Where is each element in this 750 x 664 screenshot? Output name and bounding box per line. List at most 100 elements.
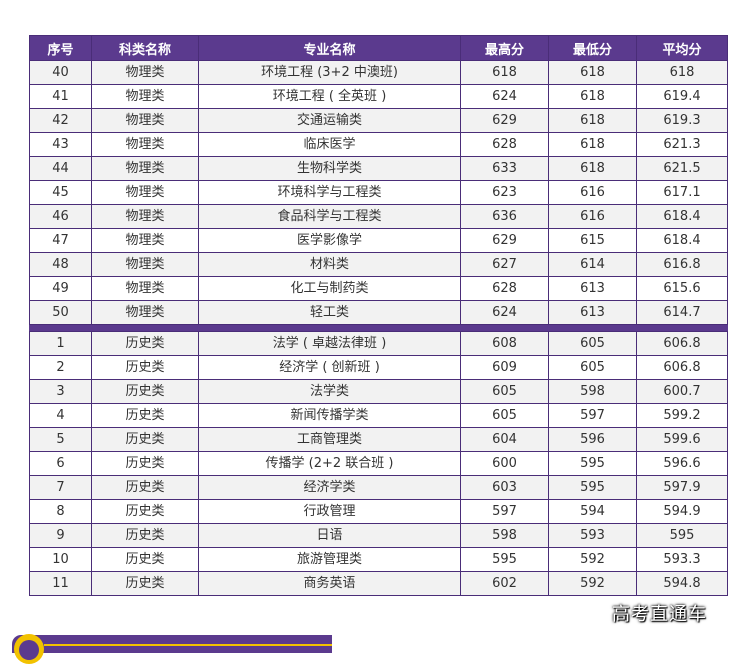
cell-index: 49 [29, 276, 92, 301]
cell-major: 法学 ( 卓越法律班 ) [198, 331, 461, 356]
cell-index: 42 [29, 108, 92, 133]
cell-max-score: 598 [460, 523, 549, 548]
table-row: 40 物理类 环境工程 (3+2 中澳班) 618 618 618 [29, 60, 728, 85]
cell-max-score: 628 [460, 132, 549, 157]
cell-index: 5 [29, 427, 92, 452]
cell-major: 环境工程 (3+2 中澳班) [198, 60, 461, 85]
cell-index: 10 [29, 547, 92, 572]
cell-avg-score: 595 [636, 523, 728, 548]
cell-major: 传播学 (2+2 联合班 ) [198, 451, 461, 476]
cell-avg-score: 600.7 [636, 379, 728, 404]
cell-category: 物理类 [91, 204, 199, 229]
cell-category: 物理类 [91, 60, 199, 85]
cell-category: 物理类 [91, 180, 199, 205]
cell-index: 50 [29, 300, 92, 325]
cell-max-score: 629 [460, 108, 549, 133]
table-row: 5 历史类 工商管理类 604 596 599.6 [29, 427, 728, 452]
cell-avg-score: 619.3 [636, 108, 728, 133]
cell-max-score: 600 [460, 451, 549, 476]
cell-min-score: 614 [548, 252, 637, 277]
cell-major: 化工与制药类 [198, 276, 461, 301]
cell-max-score: 623 [460, 180, 549, 205]
cell-min-score: 618 [548, 108, 637, 133]
cell-avg-score: 606.8 [636, 355, 728, 380]
cell-category: 历史类 [91, 475, 199, 500]
cell-category: 物理类 [91, 228, 199, 253]
cell-avg-score: 596.6 [636, 451, 728, 476]
cell-index: 1 [29, 331, 92, 356]
cell-index: 3 [29, 379, 92, 404]
cell-major: 生物科学类 [198, 156, 461, 181]
cell-min-score: 616 [548, 204, 637, 229]
cell-min-score: 615 [548, 228, 637, 253]
cell-min-score: 618 [548, 60, 637, 85]
score-table: 序号 科类名称 专业名称 最高分 最低分 平均分 40 物理类 环境工程 (3+2 … [29, 35, 728, 596]
cell-avg-score: 597.9 [636, 475, 728, 500]
cell-index: 4 [29, 403, 92, 428]
cell-major: 新闻传播学类 [198, 403, 461, 428]
cell-major: 法学类 [198, 379, 461, 404]
cell-major: 食品科学与工程类 [198, 204, 461, 229]
cell-max-score: 604 [460, 427, 549, 452]
cell-index: 40 [29, 60, 92, 85]
table-row: 11 历史类 商务英语 602 592 594.8 [29, 571, 728, 596]
section-badge-inner [19, 640, 39, 660]
cell-category: 历史类 [91, 547, 199, 572]
cell-index: 46 [29, 204, 92, 229]
cell-major: 经济学类 [198, 475, 461, 500]
cell-major: 工商管理类 [198, 427, 461, 452]
cell-category: 历史类 [91, 379, 199, 404]
cell-category: 历史类 [91, 451, 199, 476]
cell-max-score: 624 [460, 300, 549, 325]
header-index: 序号 [29, 35, 92, 61]
table-row: 46 物理类 食品科学与工程类 636 616 618.4 [29, 204, 728, 229]
cell-index: 45 [29, 180, 92, 205]
header-major: 专业名称 [198, 35, 461, 61]
cell-max-score: 605 [460, 379, 549, 404]
cell-min-score: 595 [548, 451, 637, 476]
cell-major: 临床医学 [198, 132, 461, 157]
table-row: 2 历史类 经济学 ( 创新班 ) 609 605 606.8 [29, 355, 728, 380]
header-category: 科类名称 [91, 35, 199, 61]
table-body: 40 物理类 环境工程 (3+2 中澳班) 618 618 618 41 物理类 环境工程 ( … [29, 60, 728, 596]
cell-max-score: 633 [460, 156, 549, 181]
cell-max-score: 605 [460, 403, 549, 428]
cell-max-score: 597 [460, 499, 549, 524]
cell-min-score: 613 [548, 276, 637, 301]
cell-index: 47 [29, 228, 92, 253]
watermark: 高考直通车 [612, 604, 707, 625]
cell-index: 41 [29, 84, 92, 109]
table-header-row: 序号 科类名称 专业名称 最高分 最低分 平均分 [29, 35, 728, 61]
cell-category: 历史类 [91, 523, 199, 548]
cell-index: 43 [29, 132, 92, 157]
cell-major: 经济学 ( 创新班 ) [198, 355, 461, 380]
cell-avg-score: 593.3 [636, 547, 728, 572]
cell-max-score: 602 [460, 571, 549, 596]
cell-min-score: 616 [548, 180, 637, 205]
cell-avg-score: 606.8 [636, 331, 728, 356]
table-row: 9 历史类 日语 598 593 595 [29, 523, 728, 548]
cell-min-score: 596 [548, 427, 637, 452]
cell-avg-score: 618.4 [636, 228, 728, 253]
cell-avg-score: 614.7 [636, 300, 728, 325]
table-row: 49 物理类 化工与制药类 628 613 615.6 [29, 276, 728, 301]
cell-major: 环境工程 ( 全英班 ) [198, 84, 461, 109]
cell-max-score: 624 [460, 84, 549, 109]
cell-avg-score: 594.8 [636, 571, 728, 596]
cell-max-score: 628 [460, 276, 549, 301]
cell-avg-score: 599.6 [636, 427, 728, 452]
cell-min-score: 598 [548, 379, 637, 404]
cell-index: 44 [29, 156, 92, 181]
cell-avg-score: 618.4 [636, 204, 728, 229]
cell-avg-score: 618 [636, 60, 728, 85]
table-row: 45 物理类 环境科学与工程类 623 616 617.1 [29, 180, 728, 205]
cell-major: 交通运输类 [198, 108, 461, 133]
table-row: 7 历史类 经济学类 603 595 597.9 [29, 475, 728, 500]
cell-category: 物理类 [91, 276, 199, 301]
cell-max-score: 618 [460, 60, 549, 85]
cell-category: 历史类 [91, 499, 199, 524]
header-max-score: 最高分 [460, 35, 549, 61]
table-row: 4 历史类 新闻传播学类 605 597 599.2 [29, 403, 728, 428]
table-row: 10 历史类 旅游管理类 595 592 593.3 [29, 547, 728, 572]
cell-avg-score: 594.9 [636, 499, 728, 524]
